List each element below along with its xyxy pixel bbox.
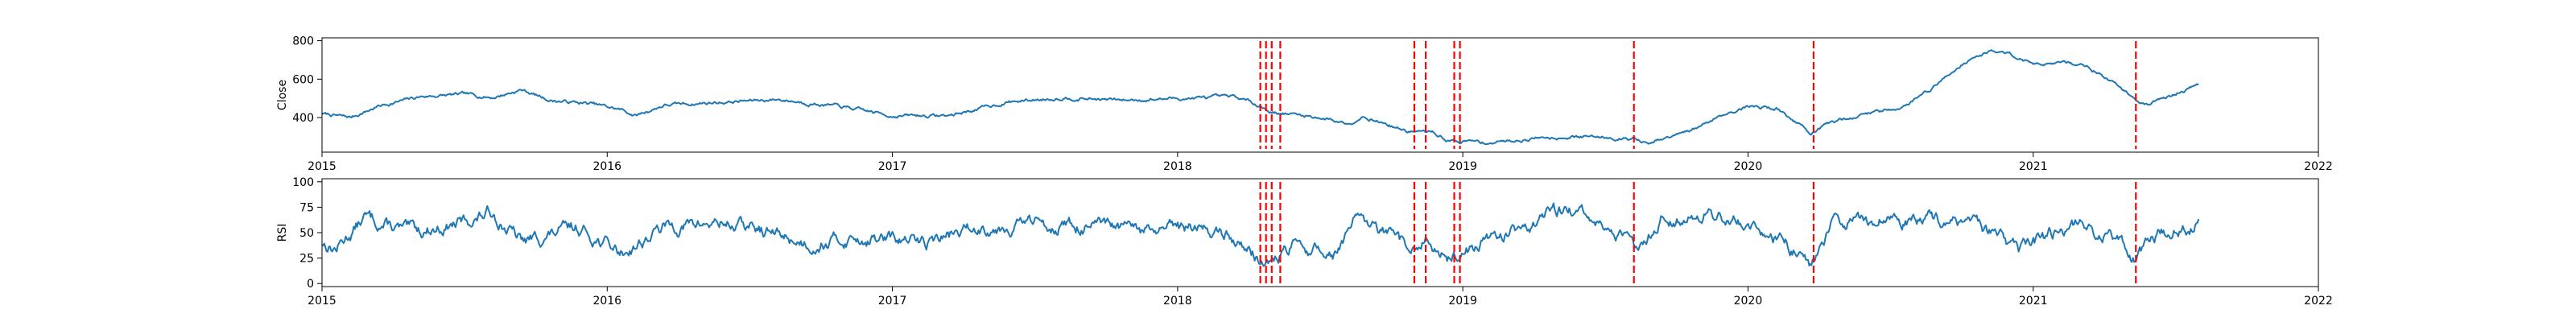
x-tick-label: 2022 <box>2304 295 2333 308</box>
x-tick-label: 2017 <box>878 295 907 308</box>
x-tick-label: 2015 <box>308 160 336 173</box>
y-tick-label: 75 <box>299 201 314 214</box>
y-tick-label: 600 <box>292 73 314 86</box>
y-tick-label: 800 <box>292 35 314 48</box>
close-price-panel: 2015 2016 2017 2018 2019 2020 2021 2022 400 600 80… <box>276 35 2333 173</box>
rsi-series-line <box>321 202 2200 267</box>
x-tick-label: 2016 <box>592 160 621 173</box>
axes-frame <box>321 37 2319 153</box>
x-tick-label: 2019 <box>1448 295 1477 308</box>
x-tick-label: 2017 <box>878 160 907 173</box>
y-tick-label: 0 <box>307 278 314 291</box>
y-tick-label: 100 <box>292 176 314 189</box>
x-tick-label: 2016 <box>592 295 621 308</box>
y-tick-label: 50 <box>299 227 314 240</box>
y-tick-label: 25 <box>299 253 314 266</box>
axes-frame <box>321 178 2319 287</box>
x-tick-label: 2019 <box>1448 160 1477 173</box>
x-tick-label: 2020 <box>1734 295 1763 308</box>
x-tick-label: 2021 <box>2019 160 2048 173</box>
y-axis-label: Close <box>276 80 289 110</box>
rsi-panel: 2015 2016 2017 2018 2019 2020 2021 2022 0 25 50 75 1… <box>276 176 2333 308</box>
x-tick-label: 2022 <box>2304 160 2333 173</box>
x-tick-label: 2018 <box>1163 160 1192 173</box>
x-tick-label: 2018 <box>1163 295 1192 308</box>
x-tick-label: 2021 <box>2019 295 2048 308</box>
y-axis-label: RSI <box>276 224 289 242</box>
y-tick-label: 400 <box>292 112 314 125</box>
x-tick-label: 2015 <box>308 295 336 308</box>
x-tick-label: 2020 <box>1734 160 1763 173</box>
